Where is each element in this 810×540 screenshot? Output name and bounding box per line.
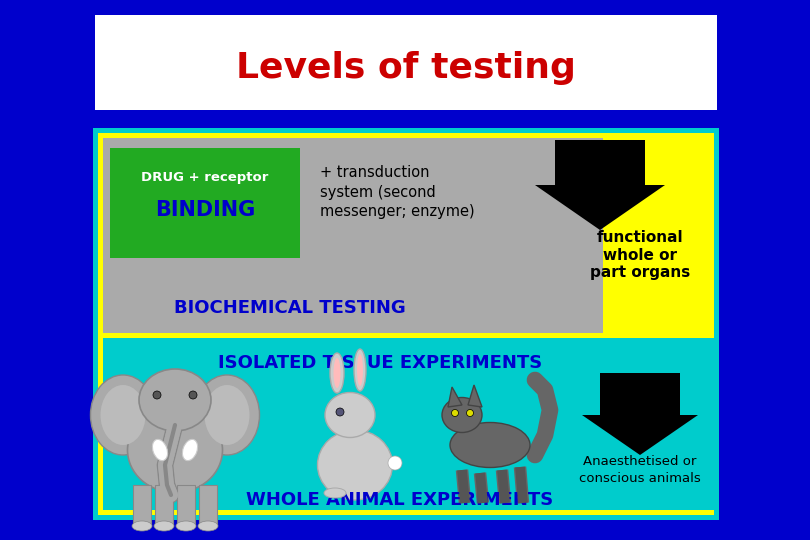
Ellipse shape bbox=[154, 521, 174, 531]
Polygon shape bbox=[448, 387, 462, 407]
FancyBboxPatch shape bbox=[95, 15, 717, 110]
Ellipse shape bbox=[324, 488, 346, 498]
Ellipse shape bbox=[139, 369, 211, 431]
Ellipse shape bbox=[91, 375, 156, 455]
Text: WHOLE ANIMAL EXPERIMENTS: WHOLE ANIMAL EXPERIMENTS bbox=[246, 491, 553, 509]
Polygon shape bbox=[468, 385, 482, 407]
Ellipse shape bbox=[442, 397, 482, 433]
Ellipse shape bbox=[318, 430, 393, 500]
Ellipse shape bbox=[182, 440, 198, 461]
Ellipse shape bbox=[450, 422, 530, 468]
Ellipse shape bbox=[132, 521, 152, 531]
FancyBboxPatch shape bbox=[93, 128, 719, 520]
Circle shape bbox=[451, 409, 458, 416]
Polygon shape bbox=[535, 140, 665, 230]
Ellipse shape bbox=[354, 349, 366, 391]
Ellipse shape bbox=[330, 353, 344, 393]
Ellipse shape bbox=[176, 521, 196, 531]
Ellipse shape bbox=[388, 456, 402, 470]
Ellipse shape bbox=[325, 393, 375, 437]
Ellipse shape bbox=[334, 358, 340, 388]
FancyBboxPatch shape bbox=[98, 133, 714, 515]
Ellipse shape bbox=[204, 385, 249, 445]
FancyBboxPatch shape bbox=[177, 485, 195, 525]
Text: + transduction
system (second
messenger; enzyme): + transduction system (second messenger;… bbox=[320, 165, 475, 219]
FancyBboxPatch shape bbox=[133, 485, 151, 525]
Text: DRUG + receptor: DRUG + receptor bbox=[141, 172, 269, 185]
Ellipse shape bbox=[198, 521, 218, 531]
Circle shape bbox=[467, 409, 474, 416]
Text: Anaesthetised or
conscious animals: Anaesthetised or conscious animals bbox=[579, 455, 701, 485]
Text: BINDING: BINDING bbox=[155, 200, 255, 220]
FancyBboxPatch shape bbox=[103, 138, 603, 333]
Ellipse shape bbox=[194, 375, 259, 455]
FancyBboxPatch shape bbox=[199, 485, 217, 525]
Text: BIOCHEMICAL TESTING: BIOCHEMICAL TESTING bbox=[174, 299, 406, 317]
FancyBboxPatch shape bbox=[103, 338, 714, 510]
Polygon shape bbox=[582, 373, 698, 455]
FancyBboxPatch shape bbox=[155, 485, 173, 525]
Text: Levels of testing: Levels of testing bbox=[236, 51, 576, 85]
Text: ISOLATED TISSUE EXPERIMENTS: ISOLATED TISSUE EXPERIMENTS bbox=[218, 354, 542, 372]
Ellipse shape bbox=[357, 354, 363, 386]
Circle shape bbox=[153, 391, 161, 399]
Circle shape bbox=[189, 391, 197, 399]
Ellipse shape bbox=[127, 408, 223, 492]
Text: functional
whole or
part organs: functional whole or part organs bbox=[590, 230, 690, 280]
Circle shape bbox=[336, 408, 344, 416]
Ellipse shape bbox=[152, 440, 168, 461]
Ellipse shape bbox=[100, 385, 146, 445]
FancyBboxPatch shape bbox=[110, 148, 300, 258]
